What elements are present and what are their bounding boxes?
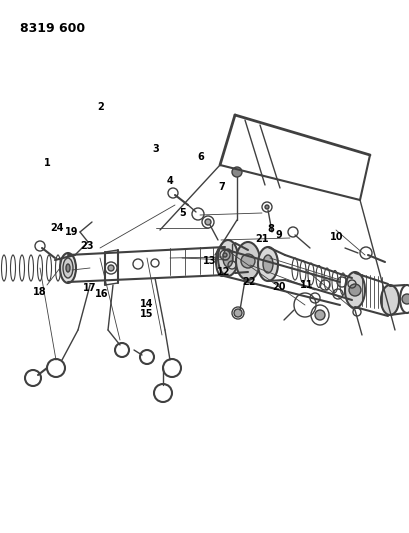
Ellipse shape <box>344 272 364 308</box>
Ellipse shape <box>380 285 398 315</box>
Text: 5: 5 <box>179 208 185 218</box>
Text: 2: 2 <box>97 102 103 111</box>
Circle shape <box>204 219 211 225</box>
Text: 9: 9 <box>275 230 281 239</box>
Ellipse shape <box>222 249 232 267</box>
Circle shape <box>264 205 268 209</box>
Circle shape <box>240 254 254 268</box>
Ellipse shape <box>236 242 259 280</box>
Ellipse shape <box>257 247 277 281</box>
Text: 23: 23 <box>80 241 93 251</box>
Text: 8: 8 <box>267 224 273 234</box>
Text: 11: 11 <box>299 280 312 290</box>
Text: 4: 4 <box>166 176 173 186</box>
Circle shape <box>231 167 241 177</box>
Text: 12: 12 <box>216 267 229 277</box>
Text: 3: 3 <box>152 144 159 154</box>
Text: 18: 18 <box>33 287 47 297</box>
Ellipse shape <box>60 253 76 283</box>
Text: 15: 15 <box>140 310 153 319</box>
Text: 13: 13 <box>203 256 216 266</box>
Text: 24: 24 <box>51 223 64 233</box>
Text: 14: 14 <box>140 299 153 309</box>
Text: 19: 19 <box>65 227 78 237</box>
Text: 6: 6 <box>197 152 204 162</box>
Ellipse shape <box>63 258 73 278</box>
Text: 22: 22 <box>242 278 255 287</box>
Ellipse shape <box>262 255 272 273</box>
Ellipse shape <box>66 264 70 272</box>
Circle shape <box>234 309 241 317</box>
Text: 8319 600: 8319 600 <box>20 22 85 35</box>
Text: 10: 10 <box>329 232 342 242</box>
Ellipse shape <box>218 240 237 276</box>
Text: 16: 16 <box>95 289 108 299</box>
Circle shape <box>348 284 360 296</box>
Circle shape <box>222 253 227 257</box>
Text: 1: 1 <box>44 158 50 167</box>
Text: 7: 7 <box>218 182 224 191</box>
Text: 20: 20 <box>272 282 285 292</box>
Text: 17: 17 <box>83 283 96 293</box>
Circle shape <box>314 310 324 320</box>
Circle shape <box>401 294 409 304</box>
Text: 21: 21 <box>254 234 267 244</box>
Circle shape <box>108 265 114 271</box>
